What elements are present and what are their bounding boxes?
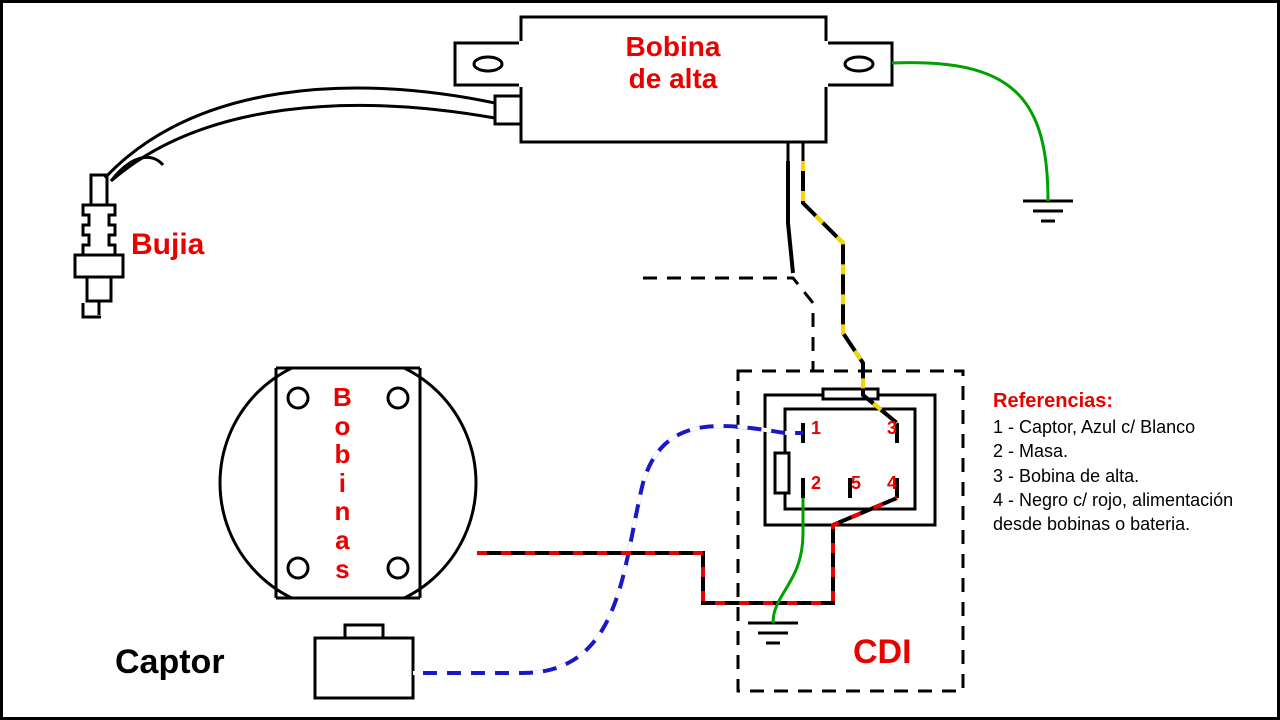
legend-item-2: 2 - Masa. <box>993 439 1253 463</box>
cdi-pin-1: 1 <box>811 418 821 439</box>
label-bobinas: Bobinas <box>333 383 352 583</box>
legend-item-4: 4 - Negro c/ rojo, alimentación desde bo… <box>993 488 1253 537</box>
wire-black-yellow <box>803 161 897 423</box>
legend-item-1: 1 - Captor, Azul c/ Blanco <box>993 415 1253 439</box>
ground-symbol-cdi <box>748 623 798 643</box>
label-bujia: Bujia <box>131 228 204 262</box>
label-captor: Captor <box>115 643 225 682</box>
wire-black-coil <box>788 161 793 273</box>
spark-plug-icon <box>75 175 123 317</box>
wire-green-ground <box>892 63 1048 201</box>
cdi-pin-5: 5 <box>851 473 861 494</box>
wire-dashed-aux <box>643 278 813 371</box>
captor-body <box>315 625 413 698</box>
diagram-frame: Bobina de alta Bujia Bobinas Captor CDI … <box>0 0 1280 720</box>
label-coil-l2: de alta <box>629 63 718 94</box>
label-coil: Bobina de alta <box>583 31 763 95</box>
ht-lead-tail <box>111 157 163 181</box>
wiring-svg <box>3 3 1280 720</box>
ht-lead-inner <box>111 105 495 181</box>
label-cdi: CDI <box>853 633 912 672</box>
legend-item-3: 3 - Bobina de alta. <box>993 464 1253 488</box>
legend-title: Referencias: <box>993 388 1253 415</box>
cdi-pin-4: 4 <box>887 473 897 494</box>
legend: Referencias: 1 - Captor, Azul c/ Blanco … <box>993 388 1253 536</box>
cdi-pin-3: 3 <box>887 418 897 439</box>
cdi-pin-2: 2 <box>811 473 821 494</box>
ground-symbol-right <box>1023 201 1073 221</box>
label-coil-l1: Bobina <box>626 31 721 62</box>
